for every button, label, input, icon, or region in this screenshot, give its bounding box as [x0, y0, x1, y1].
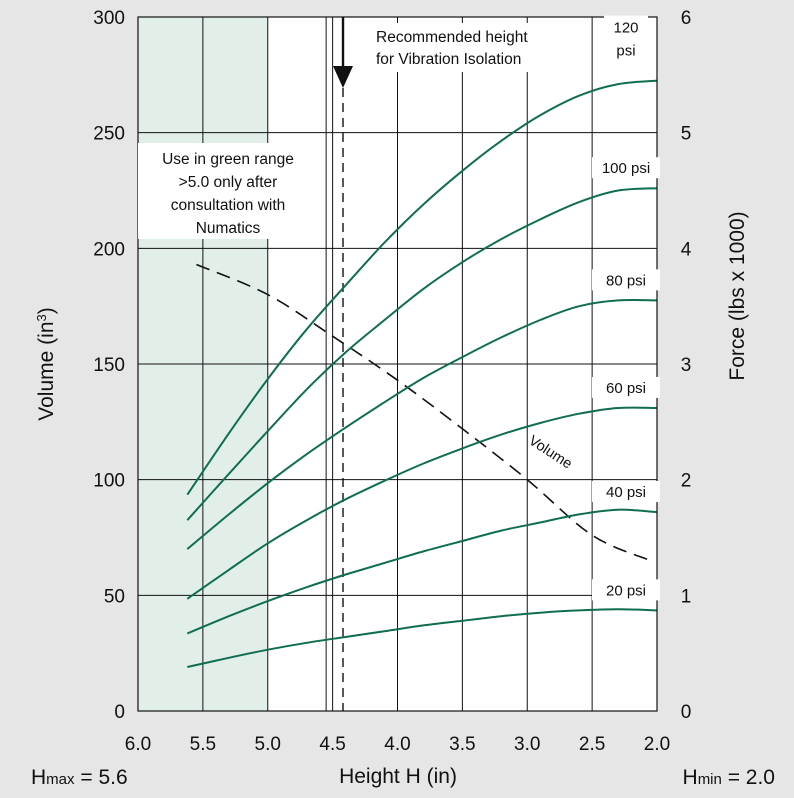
x-axis-label: Height H (in)	[339, 765, 457, 788]
left-tick-label-2: 100	[93, 471, 125, 492]
series-label-100-psi: 100 psi	[602, 160, 650, 177]
left-tick-label-4: 200	[93, 239, 125, 260]
h-min-label: Hmin = 2.0	[683, 766, 775, 789]
recommended-note-line-2: for Vibration Isolation	[376, 51, 521, 68]
series-label-bg-80-psi	[592, 269, 660, 291]
right-tick-label-6: 6	[681, 8, 692, 29]
series-label-bg-60-psi	[592, 376, 660, 398]
x-tick-label-4: 4.0	[384, 734, 410, 755]
series-label-20-psi: 20 psi	[606, 582, 646, 599]
series-label-120-psi-0: 120	[613, 20, 638, 37]
x-tick-label-2: 5.0	[255, 734, 281, 755]
plot-frame	[137, 16, 658, 712]
curve-60-psi	[186, 406, 658, 600]
h-max-label: Hmax = 5.6	[31, 766, 128, 789]
right-tick-labels: 0 1 2 3 4 5 6	[681, 8, 692, 723]
y-axis-label-left: Volume (in3)	[34, 307, 59, 420]
volume-curve	[196, 263, 651, 562]
right-tick-label-4: 4	[681, 239, 692, 260]
series-label-bg-100-psi	[592, 157, 660, 179]
curve-80-psi	[186, 298, 658, 550]
force-curves	[186, 79, 658, 668]
series-label-120-psi-1: psi	[616, 43, 635, 60]
left-tick-label-5: 250	[93, 124, 125, 145]
right-tick-label-5: 5	[681, 124, 692, 145]
series-label-bg-40-psi	[592, 481, 660, 503]
series-label-40-psi: 40 psi	[606, 484, 646, 501]
left-tick-label-6: 300	[93, 8, 125, 29]
series-label-80-psi: 80 psi	[606, 272, 646, 289]
x-tick-label-3: 4.5	[319, 734, 345, 755]
x-tick-label-5: 3.5	[449, 734, 475, 755]
x-tick-label-0: 6.0	[125, 734, 151, 755]
series-label-bg-20-psi	[592, 579, 660, 601]
left-tick-label-0: 0	[114, 702, 125, 723]
x-tick-labels: 6.0 5.5 5.0 4.5 4.0 3.5 3.0 2.5 2.0	[125, 734, 670, 755]
left-tick-label-1: 50	[104, 586, 125, 607]
green-note-line-1: Use in green range	[162, 151, 294, 168]
left-tick-label-3: 150	[93, 355, 125, 376]
green-note-line-3: consultation with	[171, 197, 286, 214]
recommended-height-arrow-icon	[333, 17, 354, 88]
left-tick-labels: 0 50 100 150 200 250 300	[93, 8, 125, 723]
series-labels: 120 psi 100 psi 80 psi 60 psi 40 psi 20 psi	[592, 15, 660, 601]
right-tick-label-0: 0	[681, 702, 692, 723]
green-note-line-2: >5.0 only after	[179, 174, 278, 191]
series-label-bg-120-psi	[604, 15, 648, 60]
curve-120-psi	[186, 79, 658, 496]
recommended-height-note: Recommended height for Vibration Isolati…	[367, 23, 566, 72]
x-tick-label-7: 2.5	[579, 734, 605, 755]
curve-100-psi	[186, 187, 658, 521]
green-note-line-4: Numatics	[196, 220, 261, 237]
x-tick-label-6: 3.0	[514, 734, 540, 755]
x-tick-label-8: 2.0	[644, 734, 670, 755]
green-range-note: Use in green range >5.0 only after consu…	[138, 143, 314, 239]
right-tick-label-3: 3	[681, 355, 692, 376]
curve-40-psi	[186, 508, 658, 635]
x-tick-label-1: 5.5	[190, 734, 216, 755]
y-axis-label-right: Force (lbs x 1000)	[726, 211, 749, 380]
right-tick-label-2: 2	[681, 471, 692, 492]
right-tick-label-1: 1	[681, 586, 692, 607]
recommended-note-line-1: Recommended height	[376, 29, 528, 46]
curve-20-psi	[187, 608, 658, 668]
series-label-60-psi: 60 psi	[606, 380, 646, 397]
